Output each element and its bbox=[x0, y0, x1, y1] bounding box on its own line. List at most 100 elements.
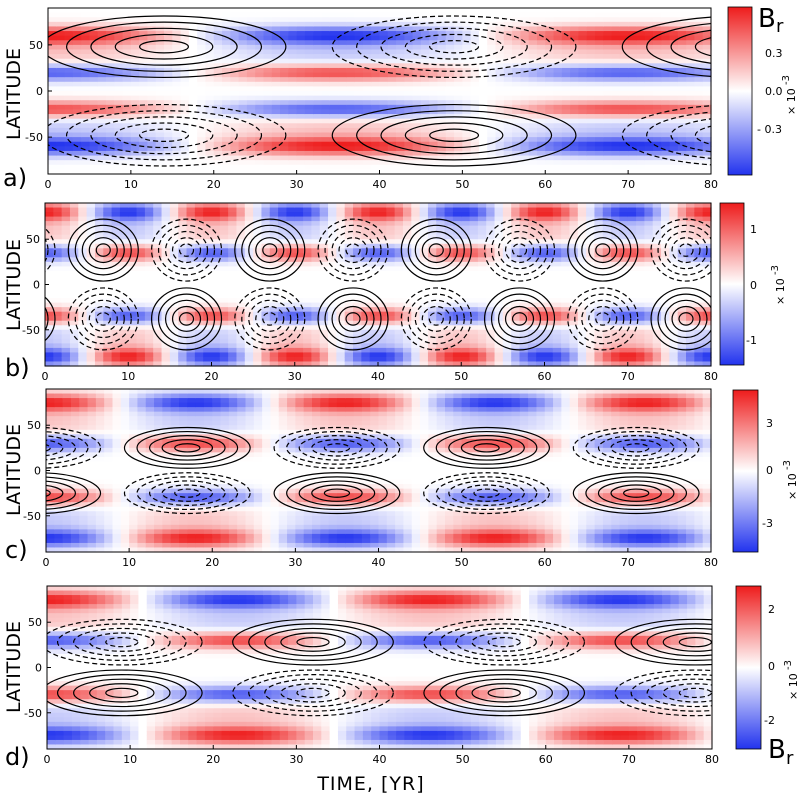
heatmap-cell bbox=[478, 95, 488, 101]
heatmap-cell bbox=[271, 63, 281, 69]
heatmap-cell bbox=[188, 132, 198, 138]
heatmap-cell bbox=[114, 95, 124, 101]
heatmap-cell bbox=[45, 261, 54, 267]
heatmap-cell bbox=[128, 216, 138, 222]
heatmap-cell bbox=[677, 44, 687, 51]
heatmap-cell bbox=[553, 169, 563, 175]
heatmap-cell bbox=[211, 275, 221, 281]
heatmap-cell bbox=[244, 257, 254, 263]
heatmap-cell bbox=[328, 325, 337, 331]
heatmap-cell bbox=[86, 239, 96, 245]
heatmap-cell bbox=[594, 137, 604, 143]
heatmap-cell bbox=[346, 169, 356, 175]
heatmap-cell bbox=[169, 221, 179, 227]
heatmap-cell bbox=[361, 257, 371, 263]
heatmap-cell bbox=[61, 302, 71, 308]
heatmap-cell bbox=[394, 316, 404, 322]
heatmap-cell bbox=[56, 72, 66, 78]
heatmap-cell bbox=[386, 293, 396, 299]
heatmap-cell bbox=[469, 252, 479, 258]
heatmap-cell bbox=[561, 160, 571, 166]
heatmap-cell bbox=[369, 334, 379, 340]
heatmap-cell bbox=[147, 132, 157, 138]
heatmap-cell bbox=[321, 95, 331, 101]
heatmap-cell bbox=[219, 334, 229, 340]
heatmap-cell bbox=[378, 243, 387, 249]
heatmap-cell bbox=[338, 91, 347, 97]
heatmap-cell bbox=[603, 72, 613, 78]
heatmap-cell bbox=[280, 123, 289, 129]
heatmap-cell bbox=[147, 160, 157, 166]
heatmap-cell bbox=[470, 12, 480, 18]
heatmap-cell bbox=[296, 95, 306, 101]
heatmap-cell bbox=[511, 234, 521, 240]
heatmap-cell bbox=[594, 146, 604, 152]
heatmap-cell bbox=[669, 169, 679, 175]
heatmap-cell bbox=[344, 203, 354, 209]
heatmap-cell bbox=[619, 91, 629, 97]
heatmap-cell bbox=[130, 100, 140, 106]
heatmap-cell bbox=[97, 26, 107, 32]
heatmap-cell bbox=[570, 164, 579, 170]
heatmap-cell bbox=[561, 81, 571, 87]
heatmap-cell bbox=[161, 239, 171, 245]
heatmap-cell bbox=[511, 307, 521, 313]
heatmap-cell bbox=[172, 146, 182, 152]
heatmap-cell bbox=[128, 356, 138, 363]
heatmap-cell bbox=[53, 361, 63, 367]
heatmap-cell bbox=[303, 234, 312, 240]
heatmap-cell bbox=[661, 40, 671, 46]
heatmap-cell bbox=[419, 284, 429, 290]
heatmap-cell bbox=[313, 109, 323, 115]
contour-line-negative bbox=[48, 103, 287, 167]
heatmap-cell bbox=[253, 216, 263, 222]
heatmap-cell bbox=[313, 44, 323, 51]
heatmap-cell bbox=[361, 352, 371, 358]
heatmap-cell bbox=[304, 164, 314, 170]
heatmap-cell bbox=[628, 114, 638, 120]
heatmap-cell bbox=[271, 72, 281, 78]
heatmap-cell bbox=[197, 141, 207, 147]
heatmap-cell bbox=[420, 155, 430, 161]
heatmap-cell bbox=[78, 302, 88, 308]
heatmap-cell bbox=[369, 243, 379, 249]
heatmap-cell bbox=[594, 123, 604, 129]
heatmap-cell bbox=[371, 72, 381, 78]
heatmap-cell bbox=[419, 343, 429, 349]
heatmap-cell bbox=[61, 316, 71, 322]
heatmap-cell bbox=[219, 230, 229, 236]
heatmap-cell bbox=[603, 164, 613, 170]
heatmap-cell bbox=[427, 352, 437, 358]
heatmap-cell bbox=[97, 86, 107, 92]
heatmap-cell bbox=[155, 54, 165, 60]
heatmap-cell bbox=[611, 137, 621, 143]
heatmap-cell bbox=[288, 8, 298, 14]
heatmap-cell bbox=[119, 261, 129, 267]
heatmap-cell bbox=[419, 338, 429, 344]
heatmap-cell bbox=[503, 44, 513, 51]
heatmap-cell bbox=[72, 31, 82, 37]
heatmap-cell bbox=[205, 132, 215, 138]
heatmap-cell bbox=[122, 58, 132, 64]
heatmap-cell bbox=[369, 261, 379, 267]
heatmap-cell bbox=[478, 150, 488, 157]
heatmap-cell bbox=[545, 146, 555, 152]
heatmap-cell bbox=[512, 8, 521, 14]
heatmap-cell bbox=[470, 21, 480, 28]
heatmap-cell bbox=[144, 311, 154, 317]
heatmap-cell bbox=[53, 329, 63, 335]
heatmap-cell bbox=[188, 150, 198, 157]
heatmap-cell bbox=[561, 63, 571, 69]
heatmap-cell bbox=[86, 266, 96, 272]
heatmap-cell bbox=[412, 127, 422, 134]
heatmap-cell bbox=[445, 132, 455, 138]
heatmap-cell bbox=[436, 225, 446, 231]
heatmap-cell bbox=[180, 12, 190, 18]
heatmap-cell bbox=[194, 279, 204, 286]
heatmap-cell bbox=[303, 307, 312, 313]
heatmap-cell bbox=[619, 160, 629, 166]
heatmap-cell bbox=[478, 118, 488, 124]
heatmap-cell bbox=[478, 81, 488, 87]
heatmap-cell bbox=[288, 146, 298, 152]
heatmap-cell bbox=[238, 8, 248, 14]
